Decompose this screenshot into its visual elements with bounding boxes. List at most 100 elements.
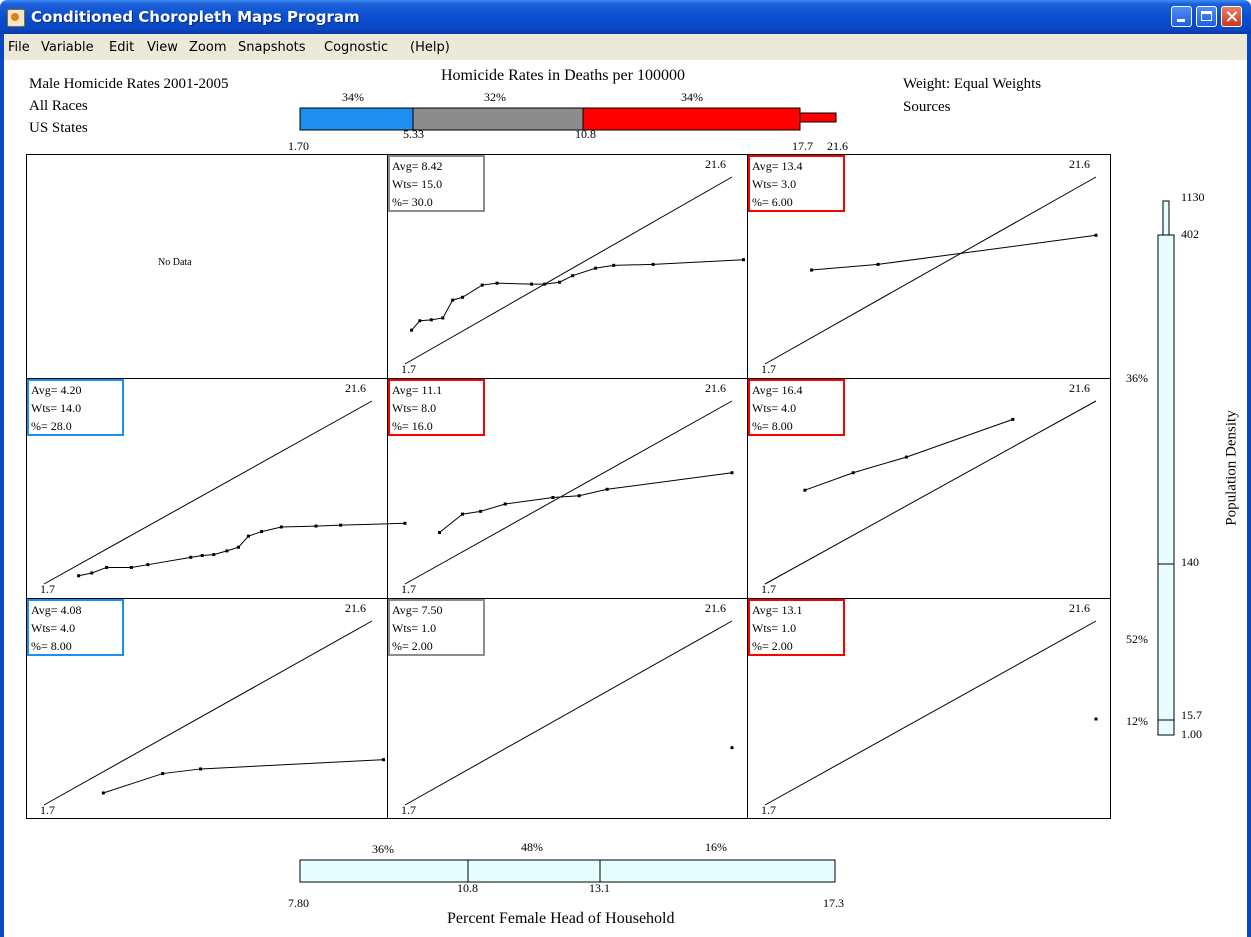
panel-max-label: 21.6	[705, 601, 726, 615]
stats-avg: Avg= 16.4	[752, 383, 803, 397]
homicide-percent-high: 34%	[681, 90, 703, 104]
diagonal-row3-col2	[404, 620, 733, 806]
female-scale-label: Percent Female Head of Household	[447, 910, 675, 927]
homicide-slider[interactable]	[295, 104, 855, 144]
menu-zoom[interactable]: Zoom	[189, 40, 227, 55]
density-band-top[interactable]	[1162, 200, 1170, 236]
menu-help[interactable]: (Help)	[410, 40, 450, 55]
stats-wts: Wts= 8.0	[392, 401, 437, 415]
stats-pct: %= 28.0	[31, 419, 72, 433]
data-point-row2-col1-14	[339, 523, 343, 527]
java-app-icon	[7, 9, 25, 27]
density-tick-15-7: 15.7	[1181, 708, 1202, 722]
panel-max-label: 21.6	[345, 381, 366, 395]
homicide-tick-high: 17.7	[792, 139, 813, 153]
menu-view[interactable]: View	[147, 40, 178, 55]
stats-pct: %= 16.0	[392, 419, 433, 433]
menu-variable[interactable]: Variable	[41, 40, 94, 55]
panel-max-label: 21.6	[1069, 601, 1090, 615]
stats-avg: Avg= 4.08	[31, 603, 82, 617]
female-slider[interactable]	[295, 856, 855, 886]
window-title: Conditioned Choropleth Maps Program	[31, 8, 360, 26]
female-tick-mid: 13.1	[589, 881, 610, 895]
stats-wts: Wts= 15.0	[392, 177, 443, 191]
density-tick-max: 1130	[1181, 190, 1205, 204]
data-point-row3-col1-0	[101, 791, 105, 795]
data-point-row1-col2-14	[651, 262, 655, 266]
title-bar[interactable]: Conditioned Choropleth Maps Program	[0, 0, 1251, 34]
series-line-row2-col3	[804, 418, 1014, 491]
data-point-row2-col1-8	[225, 549, 229, 553]
homicide-band-high[interactable]	[582, 107, 801, 131]
stats-wts: Wts= 1.0	[392, 621, 437, 635]
stats-avg: Avg= 13.1	[752, 603, 803, 617]
data-point-row2-col1-15	[403, 521, 407, 525]
stats-pct: %= 2.00	[392, 639, 433, 653]
weight-label: Weight: Equal Weights	[903, 76, 1042, 92]
homicide-percent-mid: 32%	[484, 90, 506, 104]
homicide-band-top[interactable]	[799, 112, 837, 123]
data-point-row2-col1-10	[246, 534, 250, 538]
data-point-row2-col2-5	[577, 494, 581, 498]
data-point-row2-col2-6	[605, 487, 609, 491]
panel-min-label: 1.7	[761, 362, 776, 376]
stats-box-row3-col3	[748, 599, 845, 656]
data-point-row2-col1-3	[129, 565, 133, 569]
stats-wts: Wts= 3.0	[752, 177, 797, 191]
panel-min-label: 1.7	[40, 582, 55, 596]
stats-avg: Avg= 11.1	[392, 383, 443, 397]
data-point-row1-col2-8	[530, 282, 534, 286]
data-point-row2-col1-12	[279, 525, 283, 529]
minimize-button[interactable]	[1171, 6, 1192, 27]
data-point-row2-col1-6	[200, 553, 204, 557]
menu-snapshots[interactable]: Snapshots	[238, 40, 306, 55]
panel-max-label: 21.6	[1069, 157, 1090, 171]
data-point-row2-col3-3	[1011, 417, 1015, 421]
menu-cognostic[interactable]: Cognostic	[324, 40, 389, 55]
panel-min-label: 1.7	[40, 803, 55, 817]
homicide-band-mid[interactable]	[412, 107, 584, 131]
stats-avg: Avg= 4.20	[31, 383, 82, 397]
menu-file[interactable]: File	[8, 40, 30, 55]
data-point-row2-col1-4	[146, 563, 150, 567]
stats-box-row1-col3	[748, 155, 845, 212]
data-point-row1-col2-9	[543, 282, 547, 286]
stats-pct: %= 8.00	[752, 419, 793, 433]
series-line-row1-col2	[411, 259, 744, 331]
menu-edit[interactable]: Edit	[109, 40, 135, 55]
data-point-row2-col3-0	[803, 488, 807, 492]
stats-wts: Wts= 14.0	[31, 401, 82, 415]
stats-wts: Wts= 4.0	[31, 621, 76, 635]
homicide-tick-mid: 10.8	[575, 127, 596, 141]
homicide-tick-min: 1.70	[288, 139, 309, 153]
density-slider[interactable]	[1150, 195, 1190, 755]
stats-box-row3-col2	[388, 599, 485, 656]
data-point-row2-col2-4	[551, 496, 555, 500]
density-percent-low: 12%	[1126, 714, 1148, 728]
homicide-tick-max: 21.6	[827, 139, 848, 153]
stats-pct: %= 2.00	[752, 639, 793, 653]
close-button[interactable]	[1221, 6, 1242, 27]
conditioned-plot-grid	[26, 154, 1111, 819]
density-band-main[interactable]	[1157, 234, 1175, 736]
homicide-band-low[interactable]	[299, 107, 414, 131]
female-band[interactable]	[299, 859, 836, 883]
sources-label[interactable]: Sources	[903, 99, 951, 115]
data-point-row1-col2-10	[557, 280, 561, 284]
panel-max-label: 21.6	[1069, 381, 1090, 395]
data-point-row1-col2-6	[480, 283, 484, 287]
panel-min-label: 1.7	[401, 803, 416, 817]
data-point-row2-col3-2	[904, 455, 908, 459]
density-percent-mid: 52%	[1126, 632, 1148, 646]
data-point-row1-col2-13	[612, 263, 616, 267]
female-tick-max: 17.3	[823, 896, 844, 910]
panel-min-label: 1.7	[401, 582, 416, 596]
menu-bar: File Variable Edit View Zoom Snapshots C…	[4, 34, 1247, 60]
data-point-row1-col2-5	[461, 295, 465, 299]
data-point-row1-col3-0	[810, 268, 814, 272]
panel-max-label: 21.6	[705, 381, 726, 395]
series-line-row1-col3	[811, 234, 1097, 271]
geography-label: US States	[29, 120, 88, 136]
female-percent-low: 36%	[372, 842, 394, 856]
maximize-button[interactable]	[1196, 6, 1217, 27]
